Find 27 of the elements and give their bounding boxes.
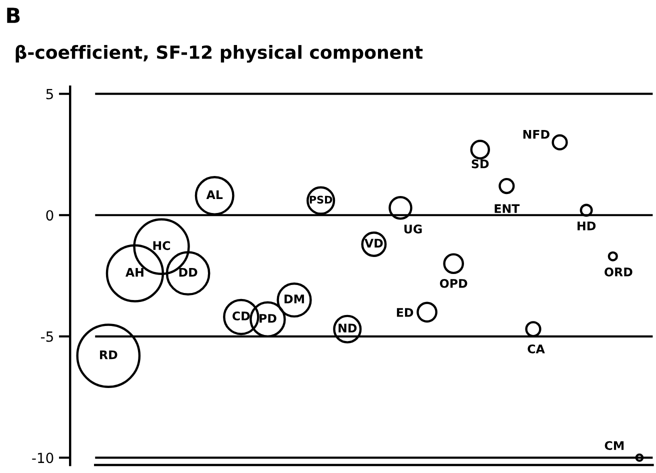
series-label: PD xyxy=(260,314,276,323)
series-label: CM xyxy=(604,441,624,450)
text: B xyxy=(7,8,20,23)
y-tick-label: 0 xyxy=(46,210,54,221)
series-label: SD xyxy=(472,159,489,168)
series-label: RD xyxy=(100,350,118,360)
series-label: OPD xyxy=(440,278,468,288)
series-label: ED xyxy=(396,308,414,317)
series-label: UG xyxy=(404,224,422,234)
series-label: HC xyxy=(153,241,170,250)
series-label: PSD xyxy=(310,196,332,204)
series-label: ORD xyxy=(604,268,632,276)
series-label: DD xyxy=(179,268,198,277)
chart-title: β-coefficient, SF-12 physical component xyxy=(16,44,423,63)
series-label: ENT xyxy=(494,204,520,213)
series-label: ND xyxy=(338,324,357,332)
series-label: DM xyxy=(284,294,304,304)
y-tick-label: 5 xyxy=(46,88,53,100)
y-tick-label: -5 xyxy=(40,332,53,342)
series-label: AH xyxy=(126,268,144,277)
series-label: HD xyxy=(578,222,596,230)
series-label: VD xyxy=(364,238,383,248)
series-label: AL xyxy=(206,190,223,199)
series-label: NFD xyxy=(523,130,550,139)
series-label: CD xyxy=(232,311,250,320)
series-label: CA xyxy=(528,344,545,354)
y-tick-label: -10 xyxy=(32,452,54,464)
